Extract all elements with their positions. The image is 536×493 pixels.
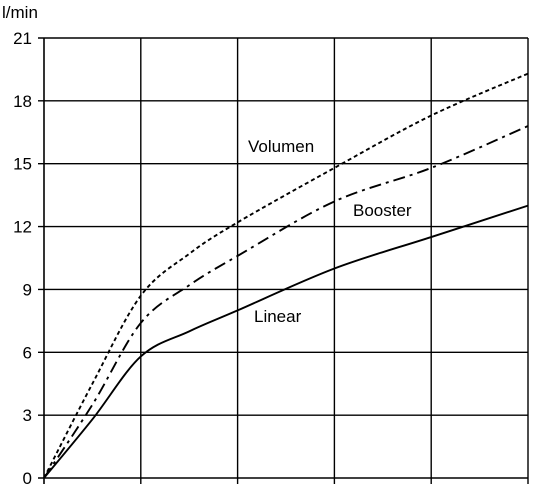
y-tick-label: 12 bbox=[13, 218, 32, 237]
y-tick-label: 6 bbox=[23, 343, 32, 362]
series-lines bbox=[43, 72, 529, 479]
y-axis-unit-label: l/min bbox=[2, 3, 38, 22]
labels: 0 3 6 9 12 15 18 21 l/min Volumen Booster Linear bbox=[2, 3, 412, 488]
y-tick-label: 3 bbox=[23, 406, 32, 425]
y-tick-label: 18 bbox=[13, 92, 32, 111]
series-line-linear bbox=[43, 204, 529, 479]
series-label-volumen: Volumen bbox=[248, 137, 314, 156]
grid bbox=[38, 37, 529, 484]
axes bbox=[38, 38, 528, 484]
y-tick-label: 15 bbox=[13, 155, 32, 174]
series-label-booster: Booster bbox=[353, 201, 412, 220]
y-tick-label: 9 bbox=[23, 280, 32, 299]
series-line-volumen bbox=[43, 72, 529, 479]
series-line-booster bbox=[43, 125, 529, 479]
series-label-linear: Linear bbox=[254, 307, 302, 326]
y-tick-label: 0 bbox=[23, 469, 32, 488]
y-tick-label: 21 bbox=[13, 29, 32, 48]
